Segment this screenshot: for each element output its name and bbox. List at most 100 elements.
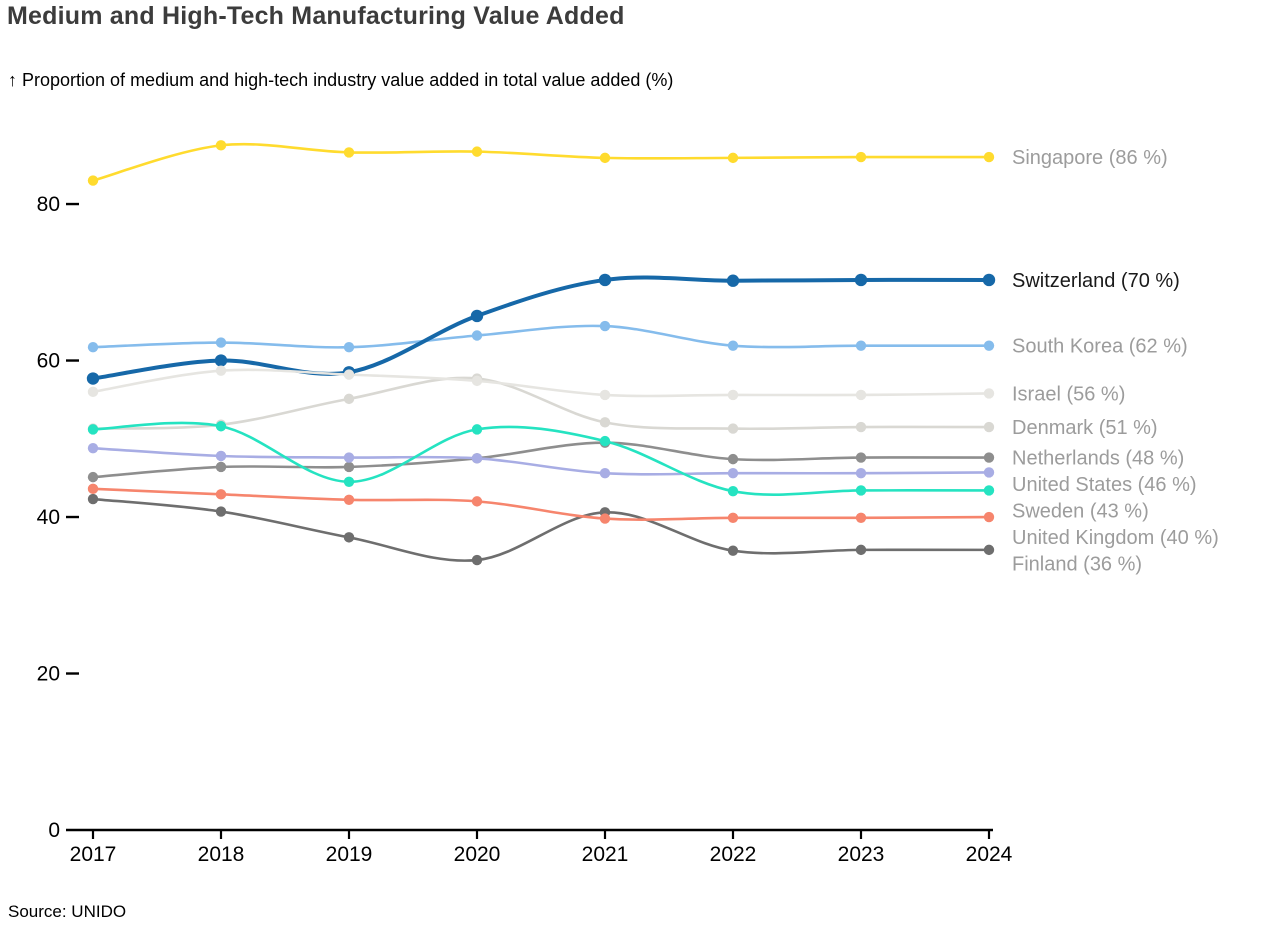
- data-point-denmark-2024: [983, 421, 995, 433]
- data-point-united-states-2017: [87, 442, 99, 454]
- data-point-united-kingdom-2024: [983, 511, 995, 523]
- data-point-finland-2020: [471, 554, 483, 566]
- data-point-finland-2017: [87, 493, 99, 505]
- data-point-denmark-2019: [343, 393, 355, 405]
- series-end-label-netherlands: Netherlands (48 %): [1012, 448, 1184, 470]
- data-point-united-kingdom-2019: [343, 494, 355, 506]
- series-line-united-kingdom: [91, 487, 991, 521]
- data-point-south-korea-2019: [343, 342, 355, 353]
- data-point-singapore-2019: [343, 147, 355, 158]
- series-line-singapore: [91, 142, 991, 182]
- chart-title: Medium and High-Tech Manufacturing Value…: [7, 2, 625, 30]
- data-point-united-kingdom-2017: [87, 483, 99, 495]
- y-tick-label-40: 40: [37, 506, 60, 529]
- series-line-denmark: [91, 376, 991, 431]
- data-point-south-korea-2024: [983, 340, 995, 351]
- data-point-israel-2017: [87, 386, 99, 398]
- data-point-united-states-2024: [983, 467, 995, 478]
- y-tick-label-80: 80: [37, 193, 60, 216]
- data-point-singapore-2018: [215, 140, 227, 151]
- data-point-switzerland-2020: [470, 309, 484, 323]
- data-point-sweden-2020: [471, 424, 483, 435]
- data-point-netherlands-2019: [343, 461, 355, 473]
- data-point-sweden-2018: [215, 421, 227, 432]
- data-point-israel-2019: [343, 369, 355, 380]
- data-point-netherlands-2022: [727, 453, 739, 465]
- series-end-label-sweden: Sweden (43 %): [1012, 501, 1149, 523]
- data-point-israel-2021: [599, 389, 611, 401]
- data-point-united-states-2021: [599, 468, 611, 479]
- x-tick-label-2024: 2024: [966, 843, 1013, 866]
- x-tick-label-2018: 2018: [198, 843, 245, 866]
- y-tick-label-60: 60: [37, 350, 60, 373]
- data-point-sweden-2021: [599, 435, 611, 447]
- data-point-denmark-2022: [727, 423, 739, 434]
- data-point-israel-2024: [983, 388, 995, 399]
- data-point-singapore-2017: [87, 175, 99, 186]
- data-point-singapore-2021: [599, 152, 611, 164]
- series-line-sweden: [91, 421, 991, 496]
- x-tick-label-2020: 2020: [454, 843, 501, 866]
- data-point-south-korea-2018: [215, 337, 227, 348]
- data-point-israel-2020: [471, 375, 483, 387]
- x-tick-label-2023: 2023: [838, 843, 885, 866]
- data-point-united-states-2023: [855, 468, 867, 479]
- data-point-switzerland-2018: [214, 354, 228, 367]
- data-point-singapore-2023: [855, 151, 867, 163]
- x-tick-label-2019: 2019: [326, 843, 373, 866]
- data-point-sweden-2024: [983, 485, 995, 496]
- data-point-south-korea-2017: [87, 342, 99, 353]
- series-line-netherlands: [91, 441, 991, 479]
- data-point-united-kingdom-2021: [599, 513, 611, 524]
- data-point-switzerland-2024: [982, 273, 996, 287]
- data-point-united-kingdom-2018: [215, 489, 227, 500]
- data-point-finland-2019: [343, 532, 355, 543]
- data-point-israel-2023: [855, 389, 867, 401]
- chart-subtitle: ↑ Proportion of medium and high-tech ind…: [8, 70, 674, 90]
- data-point-south-korea-2021: [599, 320, 611, 332]
- data-point-south-korea-2023: [855, 340, 867, 351]
- data-point-south-korea-2022: [727, 340, 739, 351]
- data-point-united-states-2020: [471, 453, 483, 464]
- data-point-switzerland-2023: [854, 273, 868, 287]
- data-point-united-kingdom-2022: [727, 512, 739, 524]
- series-line-israel: [91, 368, 991, 398]
- series-end-label-south-korea: South Korea (62 %): [1012, 336, 1188, 358]
- data-point-sweden-2019: [343, 476, 355, 488]
- data-point-switzerland-2017: [86, 372, 100, 385]
- data-point-netherlands-2018: [215, 461, 227, 473]
- data-point-netherlands-2017: [87, 471, 99, 483]
- data-point-finland-2023: [855, 544, 867, 556]
- data-point-denmark-2021: [599, 417, 611, 428]
- series-line-switzerland: [91, 275, 991, 381]
- data-point-singapore-2024: [983, 151, 995, 163]
- y-tick-label-20: 20: [37, 663, 60, 686]
- data-point-united-kingdom-2023: [855, 512, 867, 524]
- data-point-finland-2018: [215, 506, 227, 517]
- data-point-netherlands-2024: [983, 452, 995, 463]
- series-end-label-israel: Israel (56 %): [1012, 383, 1125, 405]
- data-point-finland-2024: [983, 544, 995, 556]
- data-point-israel-2018: [215, 365, 227, 376]
- data-point-switzerland-2021: [598, 273, 612, 287]
- series-line-south-korea: [91, 324, 991, 349]
- data-point-netherlands-2023: [855, 452, 867, 463]
- data-point-united-kingdom-2020: [471, 496, 483, 507]
- data-point-singapore-2020: [471, 146, 483, 157]
- series-line-united-states: [91, 446, 991, 476]
- x-tick-label-2017: 2017: [70, 843, 117, 866]
- data-point-united-states-2018: [215, 450, 227, 462]
- series-end-label-denmark: Denmark (51 %): [1012, 417, 1158, 439]
- data-point-sweden-2022: [727, 485, 739, 497]
- data-point-sweden-2017: [87, 424, 99, 435]
- series-end-label-united-kingdom: United Kingdom (40 %): [1012, 527, 1219, 549]
- data-point-switzerland-2022: [726, 274, 740, 287]
- y-tick-label-0: 0: [48, 819, 60, 842]
- series-end-label-united-states: United States (46 %): [1012, 474, 1197, 496]
- x-tick-label-2022: 2022: [710, 843, 757, 866]
- data-point-united-states-2022: [727, 468, 739, 479]
- data-point-sweden-2023: [855, 485, 867, 496]
- data-point-denmark-2023: [855, 421, 867, 433]
- data-point-singapore-2022: [727, 152, 739, 164]
